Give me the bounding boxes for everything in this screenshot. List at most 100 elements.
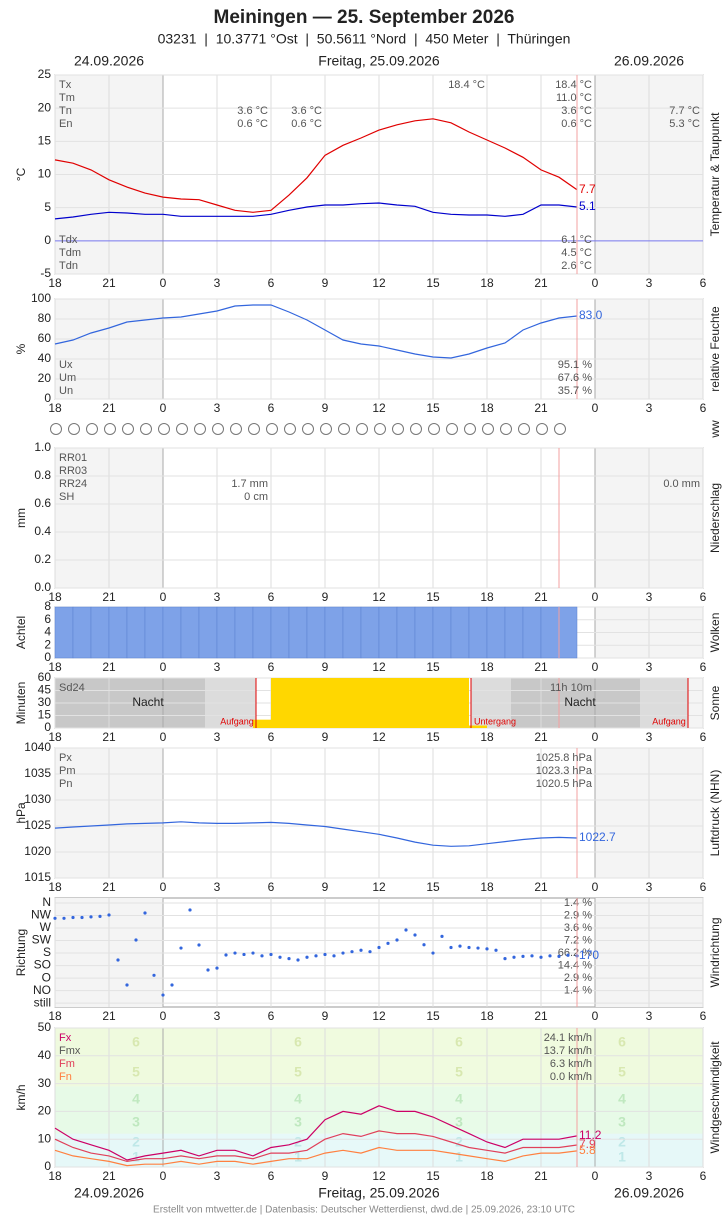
y-tick-label: -5 bbox=[40, 266, 51, 280]
bar bbox=[343, 678, 361, 728]
bar bbox=[270, 606, 290, 659]
x-tick-label: 3 bbox=[646, 660, 653, 674]
x-tick-label: 3 bbox=[214, 1009, 221, 1023]
point bbox=[260, 954, 264, 958]
x-tick-label: 3 bbox=[214, 730, 221, 744]
tick-note: 1.4 % bbox=[564, 897, 592, 909]
point bbox=[557, 954, 561, 958]
day-label: 24.09.2026 bbox=[74, 53, 144, 69]
day-label: Freitag, 25.09.2026 bbox=[318, 53, 440, 69]
point bbox=[476, 946, 480, 950]
x-tick-label: 6 bbox=[268, 730, 275, 744]
weather-symbol bbox=[266, 423, 278, 435]
x-tick-label: 18 bbox=[480, 1169, 494, 1183]
beaufort-label: 3 bbox=[618, 1114, 626, 1130]
x-tick-label: 12 bbox=[372, 730, 386, 744]
point bbox=[359, 948, 363, 952]
x-tick-label: 9 bbox=[322, 660, 329, 674]
x-tick-label: 9 bbox=[322, 880, 329, 894]
bar bbox=[253, 719, 271, 728]
point bbox=[413, 933, 417, 937]
x-tick-label: 6 bbox=[268, 880, 275, 894]
tick-note: 2.9 % bbox=[564, 909, 592, 921]
stat-label: Tdn bbox=[59, 260, 78, 272]
stat-label: Sd24 bbox=[59, 682, 85, 694]
bar bbox=[361, 678, 379, 728]
point bbox=[449, 945, 453, 950]
y-tick-label: 50 bbox=[38, 1020, 52, 1034]
beaufort-label: 3 bbox=[294, 1114, 302, 1130]
weather-symbol bbox=[122, 423, 134, 435]
point bbox=[566, 953, 570, 957]
x-tick-label: 3 bbox=[646, 276, 653, 290]
y-tick-label: 5 bbox=[44, 200, 51, 214]
line bbox=[54, 304, 578, 359]
day-label: 24.09.2026 bbox=[74, 1185, 144, 1201]
y-tick-label: 15 bbox=[38, 134, 52, 148]
y-tick-label: S bbox=[43, 945, 51, 959]
y-axis-label: % bbox=[14, 343, 28, 354]
beaufort-label: 5 bbox=[455, 1064, 463, 1080]
x-tick-label: 18 bbox=[48, 590, 62, 604]
tick-note: 66.2 % bbox=[558, 947, 592, 959]
bar bbox=[90, 606, 110, 659]
bar bbox=[415, 678, 433, 728]
x-tick-label: 21 bbox=[102, 276, 116, 290]
x-tick-label: 12 bbox=[372, 660, 386, 674]
stat-label: Tm bbox=[59, 92, 75, 104]
x-tick-label: 0 bbox=[160, 730, 167, 744]
weather-symbol bbox=[536, 423, 548, 435]
x-tick-label: 18 bbox=[480, 660, 494, 674]
x-tick-label: 6 bbox=[268, 276, 275, 290]
y-tick-label: 15 bbox=[38, 708, 52, 722]
y-axis-label: Minuten bbox=[14, 682, 28, 725]
stat-label: SH bbox=[59, 491, 74, 503]
title: Meiningen — 25. September 2026 bbox=[214, 7, 515, 28]
bar bbox=[397, 678, 415, 728]
y-tick-label: 0 bbox=[44, 720, 51, 734]
weather-symbol bbox=[86, 423, 98, 435]
x-tick-label: 18 bbox=[48, 401, 62, 415]
x-tick-label: 0 bbox=[592, 880, 599, 894]
side-label: Niederschlag bbox=[708, 483, 722, 553]
end-label: 83.0 bbox=[579, 308, 603, 322]
y-tick-label: 80 bbox=[38, 311, 52, 325]
weather-symbol bbox=[158, 423, 170, 435]
stat-label: Fmx bbox=[59, 1045, 81, 1057]
day-note: 0.6 °C bbox=[291, 118, 322, 130]
beaufort-label: 4 bbox=[618, 1091, 626, 1107]
end-label: 1022.7 bbox=[579, 830, 616, 844]
x-tick-label: 15 bbox=[426, 1169, 440, 1183]
x-tick-label: 18 bbox=[480, 730, 494, 744]
stat-value: 11.0 °C bbox=[556, 92, 592, 104]
bar bbox=[504, 606, 524, 659]
y-tick-label: 10 bbox=[38, 167, 52, 181]
bar bbox=[558, 606, 578, 659]
x-tick-label: 6 bbox=[268, 1009, 275, 1023]
tick-note: 3.6 % bbox=[564, 922, 592, 934]
y-tick-label: 0.8 bbox=[34, 468, 51, 482]
point bbox=[53, 916, 57, 920]
point bbox=[278, 955, 282, 959]
y-tick-label: NW bbox=[31, 908, 52, 922]
side-label: Luftdruck (NHN) bbox=[708, 770, 722, 857]
bar bbox=[307, 678, 325, 728]
weather-symbol bbox=[374, 423, 386, 435]
stat-label: Fm bbox=[59, 1058, 75, 1070]
day-note: 7.7 °C bbox=[669, 105, 700, 117]
beaufort-label: 6 bbox=[618, 1034, 626, 1050]
point bbox=[305, 955, 309, 959]
end-label: 170 bbox=[579, 948, 599, 962]
y-tick-label: still bbox=[34, 995, 51, 1009]
weather-symbol bbox=[104, 423, 116, 435]
x-tick-label: 15 bbox=[426, 880, 440, 894]
point bbox=[368, 950, 372, 954]
x-tick-label: 18 bbox=[48, 1009, 62, 1023]
annotation: Nacht bbox=[132, 695, 164, 709]
weather-symbol bbox=[302, 423, 314, 435]
bar bbox=[342, 606, 362, 659]
x-tick-label: 12 bbox=[372, 590, 386, 604]
point bbox=[269, 952, 273, 957]
y-axis-label: hPa bbox=[14, 802, 28, 824]
x-tick-label: 21 bbox=[534, 1009, 548, 1023]
